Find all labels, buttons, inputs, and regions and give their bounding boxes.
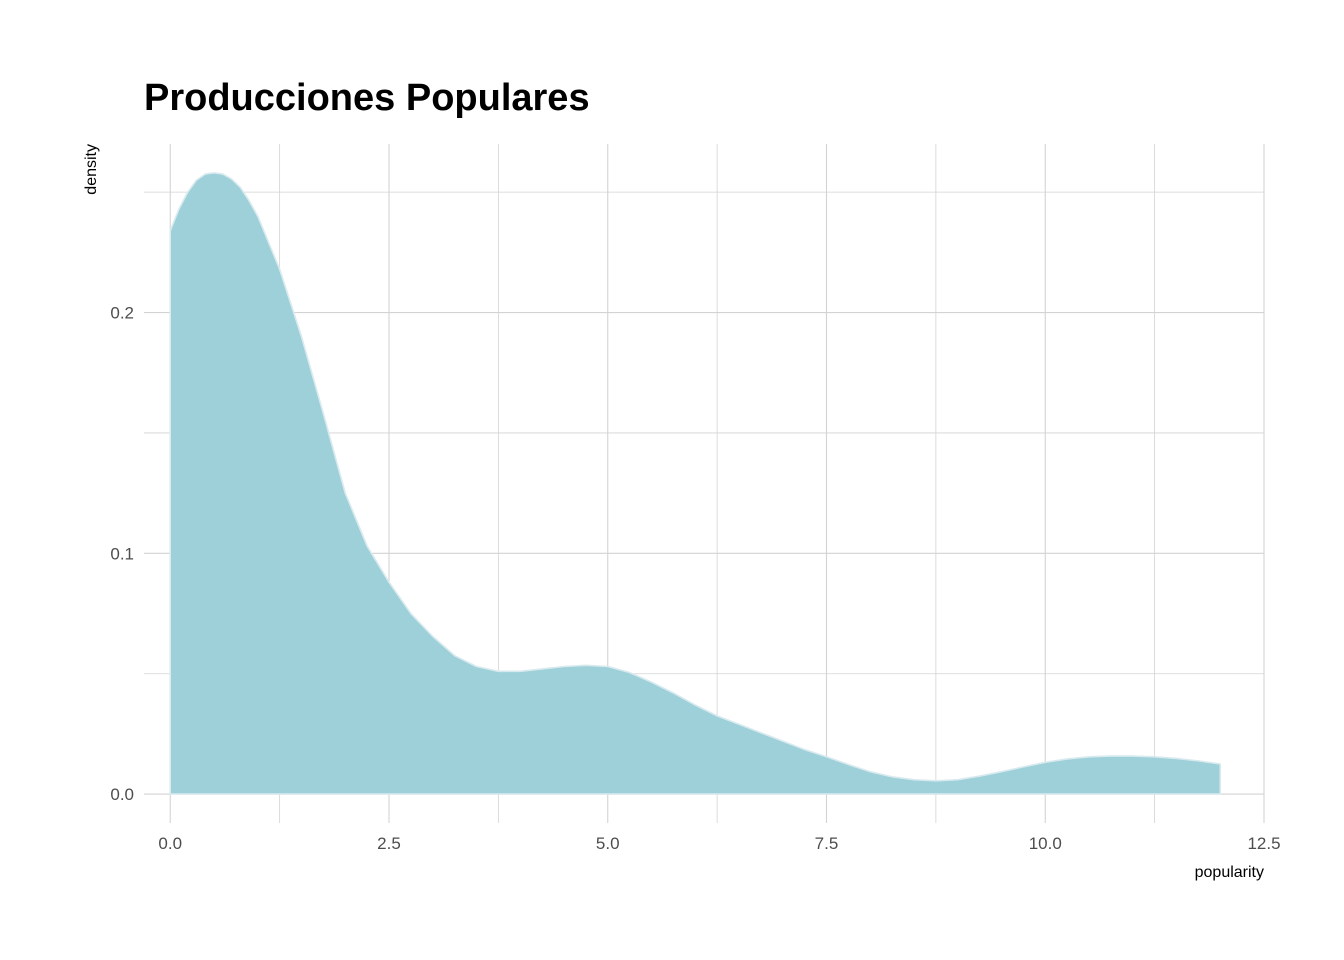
density-area <box>169 172 1222 795</box>
x-tick-label: 7.5 <box>815 834 839 853</box>
x-tick-label: 12.5 <box>1247 834 1280 853</box>
y-axis-label: density <box>83 144 100 195</box>
chart-title: Producciones Populares <box>144 77 590 119</box>
y-tick-label: 0.0 <box>110 785 134 804</box>
x-axis-label: popularity <box>1195 864 1264 881</box>
y-tick-label: 0.2 <box>110 304 134 323</box>
x-axis-ticks: 0.0 2.5 5.0 7.5 10.0 12.5 <box>158 834 1280 853</box>
x-tick-label: 10.0 <box>1029 834 1062 853</box>
x-tick-label: 2.5 <box>377 834 401 853</box>
x-tick-label: 0.0 <box>158 834 182 853</box>
y-axis-ticks: 0.0 0.1 0.2 <box>110 304 134 805</box>
x-tick-label: 5.0 <box>596 834 620 853</box>
y-tick-label: 0.1 <box>110 544 134 563</box>
density-area-group <box>169 172 1222 795</box>
